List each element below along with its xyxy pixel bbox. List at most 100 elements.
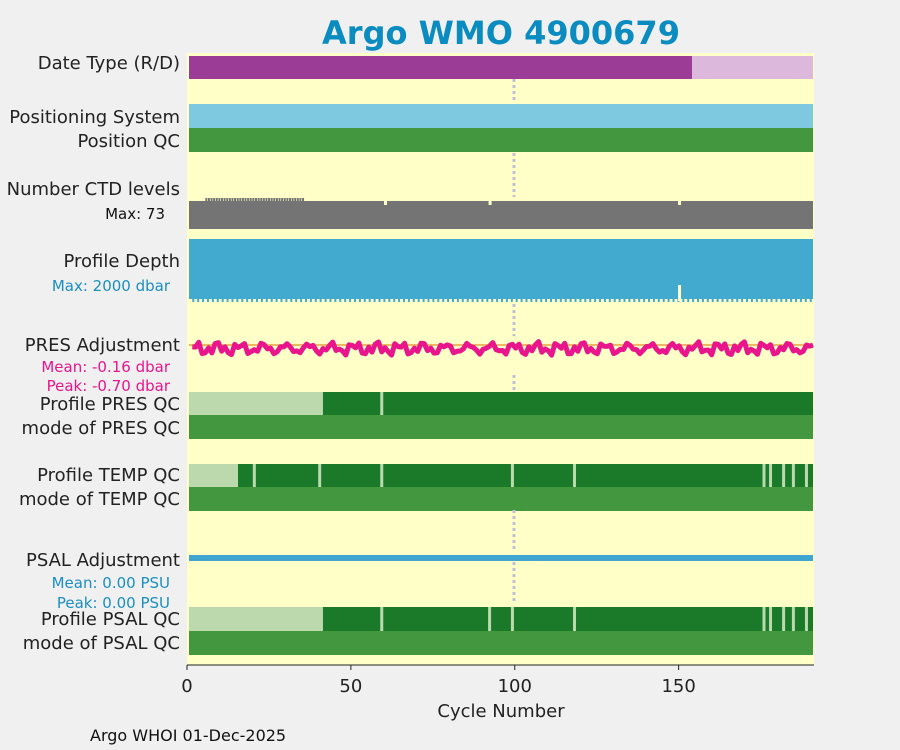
depth-bottom-tick	[554, 299, 557, 302]
depth-bottom-tick	[255, 299, 258, 302]
depth-bottom-tick	[280, 299, 283, 302]
label-date-type: Date Type (R/D)	[38, 53, 180, 74]
psal-mean-annotation: Mean: 0.00 PSU	[52, 574, 170, 592]
depth-bottom-tick	[657, 299, 660, 302]
profile-pres-qc-light-segment	[189, 392, 323, 415]
ctd-top-fleck	[231, 198, 234, 201]
depth-bottom-tick	[643, 299, 646, 302]
ctd-top-fleck	[210, 198, 213, 201]
depth-bottom-tick	[667, 299, 670, 302]
x-axis-label: Cycle Number	[437, 701, 565, 722]
depth-bottom-tick	[559, 299, 562, 302]
depth-bottom-tick	[192, 299, 195, 302]
ctd-top-fleck	[286, 198, 289, 201]
depth-bottom-tick	[731, 299, 734, 302]
depth-bottom-tick	[476, 299, 479, 302]
depth-bottom-tick	[608, 299, 611, 302]
mode-pres-qc-bar	[189, 415, 813, 439]
label-mode-temp-qc: mode of TEMP QC	[19, 489, 180, 510]
x-axis-ticks: 0 50 100 150	[181, 665, 696, 697]
depth-bottom-tick	[461, 299, 464, 302]
date-type-delayed-bar	[692, 56, 813, 79]
x-tick-label: 50	[339, 676, 362, 697]
depth-bottom-tick	[697, 299, 700, 302]
depth-bottom-tick	[545, 299, 548, 302]
depth-bottom-tick	[324, 299, 327, 302]
depth-bottom-tick	[755, 299, 758, 302]
depth-bottom-tick	[437, 299, 440, 302]
profile-psal-qc-gap	[510, 607, 514, 631]
profile-temp-qc-gap	[782, 464, 786, 487]
ctd-top-fleck	[254, 198, 257, 201]
profile-psal-qc-gap	[573, 607, 577, 631]
depth-bottom-tick	[491, 299, 494, 302]
depth-bottom-tick	[481, 299, 484, 302]
profile-psal-qc-light-segment	[189, 607, 323, 631]
profile-temp-qc-gap	[791, 464, 795, 487]
depth-bottom-tick	[236, 299, 239, 302]
depth-bottom-tick	[569, 299, 572, 302]
depth-bottom-tick	[393, 299, 396, 302]
depth-bottom-tick	[515, 299, 518, 302]
depth-bottom-tick	[388, 299, 391, 302]
depth-bottom-tick	[496, 299, 499, 302]
depth-bottom-tick	[736, 299, 739, 302]
plot-area	[187, 53, 814, 665]
depth-bottom-tick	[417, 299, 420, 302]
depth-bottom-tick	[300, 299, 303, 302]
depth-bottom-tick	[358, 299, 361, 302]
ctd-max-annotation: Max: 73	[105, 205, 165, 223]
profile-temp-qc-gap	[769, 464, 773, 487]
chart-marks	[189, 56, 814, 655]
profile-psal-qc-gap	[762, 607, 766, 631]
ctd-top-fleck	[252, 198, 255, 201]
ctd-short-cycle-mark	[678, 200, 682, 205]
label-profile-temp-qc: Profile TEMP QC	[37, 465, 180, 486]
depth-bottom-tick	[603, 299, 606, 302]
depth-bottom-tick	[486, 299, 489, 302]
depth-bottom-tick	[701, 299, 704, 302]
depth-bottom-tick	[231, 299, 234, 302]
depth-bottom-tick	[785, 299, 788, 302]
ctd-top-fleck	[294, 198, 297, 201]
ctd-top-fleck	[226, 198, 229, 201]
ctd-top-fleck	[239, 198, 242, 201]
depth-bottom-tick	[432, 299, 435, 302]
profile-psal-qc-gap	[804, 607, 808, 631]
depth-bottom-tick	[407, 299, 410, 302]
footer-credit: Argo WHOI 01-Dec-2025	[90, 726, 286, 745]
ctd-top-fleck	[278, 198, 281, 201]
depth-bottom-tick	[525, 299, 528, 302]
label-number-ctd-levels: Number CTD levels	[7, 179, 180, 200]
profile-psal-qc-gap	[782, 607, 786, 631]
depth-bottom-tick	[540, 299, 543, 302]
depth-bottom-tick	[329, 299, 332, 302]
profile-psal-qc-gap	[488, 607, 492, 631]
ctd-top-fleck	[281, 198, 284, 201]
positioning-system-bar	[189, 104, 813, 128]
depth-bottom-tick	[290, 299, 293, 302]
pres-mean-annotation: Mean: -0.16 dbar	[41, 358, 171, 376]
depth-bottom-tick	[741, 299, 744, 302]
depth-bottom-tick	[795, 299, 798, 302]
profile-pres-qc-bar	[189, 392, 813, 415]
ctd-top-fleck	[236, 198, 239, 201]
depth-bottom-tick	[672, 299, 675, 302]
x-tick-label: 100	[498, 676, 532, 697]
depth-max-annotation: Max: 2000 dbar	[52, 277, 171, 295]
ctd-top-fleck	[247, 198, 250, 201]
profile-temp-qc-gap	[318, 464, 322, 487]
label-position-qc: Position QC	[77, 131, 180, 152]
depth-bottom-tick	[716, 299, 719, 302]
profile-temp-qc-light-segment	[189, 464, 239, 487]
x-tick-label: 150	[661, 676, 695, 697]
position-qc-bar	[189, 128, 813, 152]
depth-bottom-tick	[339, 299, 342, 302]
depth-bottom-tick	[628, 299, 631, 302]
depth-bottom-tick	[501, 299, 503, 302]
depth-bottom-tick	[275, 299, 278, 302]
label-profile-depth: Profile Depth	[63, 251, 180, 272]
ctd-top-fleck	[302, 198, 305, 201]
ctd-top-fleck	[213, 198, 216, 201]
ctd-top-fleck	[296, 198, 299, 201]
